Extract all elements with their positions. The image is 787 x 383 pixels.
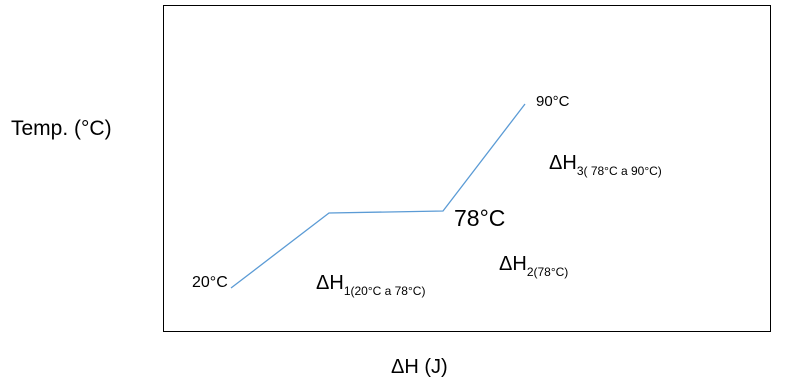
end-temperature-label: 90°C	[536, 93, 570, 110]
enthalpy-subscript: 2(78°C)	[526, 265, 569, 279]
start-temperature-label: 20°C	[192, 274, 228, 291]
x-axis-label: ΔH (J)	[391, 356, 448, 378]
enthalpy-symbol: ΔH	[549, 152, 577, 174]
enthalpy-stage-2-label: ΔH2(78°C)	[499, 254, 568, 278]
y-axis-label: Temp. (°C)	[11, 117, 112, 140]
plot-frame	[163, 5, 771, 332]
enthalpy-stage-3-label: ΔH3( 78°C a 90°C)	[549, 153, 662, 177]
enthalpy-symbol: ΔH	[316, 272, 344, 294]
enthalpy-stage-1-label: ΔH1(20°C a 78°C)	[316, 273, 425, 297]
heating-curve-line	[230, 103, 526, 289]
enthalpy-subscript: 1(20°C a 78°C)	[343, 284, 426, 298]
enthalpy-symbol: ΔH	[499, 253, 527, 275]
plateau-temperature-label: 78°C	[454, 205, 506, 231]
enthalpy-subscript: 3( 78°C a 90°C)	[576, 164, 662, 178]
